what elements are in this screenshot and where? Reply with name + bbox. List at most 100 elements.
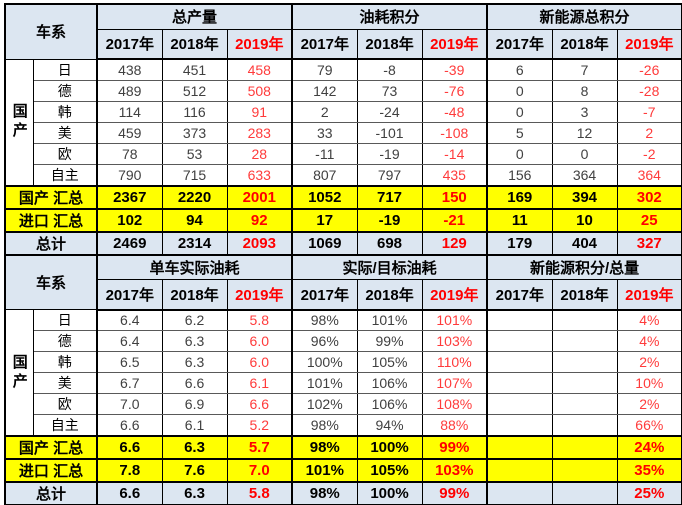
year-header: 2017年 <box>486 28 553 60</box>
data-cell: 78 <box>96 142 163 165</box>
summary-row: 国产 汇总 6.6 6.3 5.7 98% 100% 99% 24% <box>4 435 682 460</box>
summary-label: 国产 汇总 <box>4 184 98 210</box>
table-body: 国产日 6.4 6.2 5.8 98% 101% 101% 4% 德 6.4 6.3 6.0 96% 99… <box>4 309 682 505</box>
summary-cell <box>551 481 618 505</box>
data-cell: 508 <box>226 79 293 102</box>
table-row: 国产日 438 451 458 79 -8 -39 6 7 -26 <box>4 58 682 186</box>
summary-row: 总计 2469 2314 2093 1069 698 129 179 404 327 <box>4 230 682 256</box>
summary-cell: 98% <box>291 481 358 505</box>
data-cell: 4% <box>616 330 682 352</box>
data-cell: 283 <box>226 121 293 144</box>
data-cell: 101% <box>291 372 358 394</box>
table-row: 美 6.7 6.6 6.1 101% 106% 107% 10% <box>5 372 682 394</box>
data-cell <box>551 351 618 373</box>
summary-cell: 129 <box>421 230 488 256</box>
data-cell: 142 <box>291 79 358 102</box>
data-cell: 458 <box>226 58 293 81</box>
data-cell: -24 <box>356 100 423 123</box>
data-cell: 114 <box>96 100 163 123</box>
table-row: 国产日 6.4 6.2 5.8 98% 101% 101% 4% <box>4 309 682 437</box>
data-cell: 73 <box>356 79 423 102</box>
data-cell: 3 <box>551 100 618 123</box>
summary-cell: 5.7 <box>226 435 293 460</box>
fuel-consumption-table: 车系 单车实际油耗 实际/目标油耗 新能源积分/总量 2017年 2018年 2… <box>4 253 682 505</box>
data-cell: 106% <box>356 393 423 415</box>
group-title-fuel-credits: 油耗积分 <box>291 3 488 30</box>
summary-cell: -19 <box>356 207 423 233</box>
data-cell <box>486 393 553 415</box>
summary-cell: 2469 <box>96 230 163 256</box>
data-cell: 797 <box>356 163 423 186</box>
summary-cell: 6.3 <box>161 435 228 460</box>
data-cell: 108% <box>421 393 488 415</box>
summary-cell: 2367 <box>96 184 163 210</box>
group-title-production: 总产量 <box>96 3 293 30</box>
year-header: 2019年 <box>616 28 682 60</box>
year-header: 2018年 <box>551 28 618 60</box>
data-cell: 101% <box>421 309 488 331</box>
summary-cell <box>551 435 618 460</box>
summary-cell: 25% <box>616 481 682 505</box>
summary-cell: 100% <box>356 435 423 460</box>
summary-cell: 169 <box>486 184 553 210</box>
data-cell: 6.4 <box>96 309 163 331</box>
data-cell: 98% <box>291 414 358 437</box>
data-cell: 116 <box>161 100 228 123</box>
table-row: 德 489 512 508 142 73 -76 0 8 -28 <box>5 79 682 102</box>
summary-cell: 2220 <box>161 184 228 210</box>
year-header: 2019年 <box>616 279 682 311</box>
data-cell <box>551 393 618 415</box>
summary-cell: 2093 <box>226 230 293 256</box>
summary-cell: 6.3 <box>161 481 228 505</box>
summary-cell: 11 <box>486 207 553 233</box>
year-header: 2018年 <box>551 279 618 311</box>
year-header: 2017年 <box>96 28 163 60</box>
data-cell: 790 <box>96 163 163 186</box>
data-cell: 6.5 <box>96 351 163 373</box>
year-header: 2018年 <box>161 279 228 311</box>
row-label: 日 <box>32 309 98 331</box>
summary-cell: 179 <box>486 230 553 256</box>
data-cell: -14 <box>421 142 488 165</box>
data-cell: -2 <box>616 142 682 165</box>
summary-label: 总计 <box>4 481 98 505</box>
summary-cell: 2001 <box>226 184 293 210</box>
data-cell: 807 <box>291 163 358 186</box>
data-cell: 6.4 <box>96 330 163 352</box>
data-cell: 53 <box>161 142 228 165</box>
data-cell: 4% <box>616 309 682 331</box>
summary-cell: 717 <box>356 184 423 210</box>
data-cell: 6.9 <box>161 393 228 415</box>
data-cell: 459 <box>96 121 163 144</box>
domestic-side-label: 国产 <box>4 309 34 437</box>
data-cell: 438 <box>96 58 163 81</box>
table-row: 韩 114 116 91 2 -24 -48 0 3 -7 <box>5 100 682 123</box>
group-header-row: 车系 总产量 油耗积分 新能源总积分 <box>4 3 682 60</box>
data-cell: 2 <box>616 121 682 144</box>
group-title-actual-vs-target: 实际/目标油耗 <box>291 254 488 280</box>
summary-cell: 302 <box>616 184 682 210</box>
data-cell: 99% <box>356 330 423 352</box>
data-cell: 6.3 <box>161 351 228 373</box>
data-cell: 2 <box>291 100 358 123</box>
data-cell: -26 <box>616 58 682 81</box>
data-cell: 100% <box>291 351 358 373</box>
data-cell <box>551 372 618 394</box>
data-cell: 94% <box>356 414 423 437</box>
data-cell: 6.1 <box>161 414 228 437</box>
summary-row: 国产 汇总 2367 2220 2001 1052 717 150 169 394 302 <box>4 184 682 210</box>
data-cell: -7 <box>616 100 682 123</box>
summary-cell: 98% <box>291 435 358 460</box>
data-cell: 6 <box>486 58 553 81</box>
data-cell <box>551 330 618 352</box>
group-header-row: 车系 单车实际油耗 实际/目标油耗 新能源积分/总量 <box>4 254 682 310</box>
data-cell: 6.0 <box>226 330 293 352</box>
summary-row: 进口 汇总 7.8 7.6 7.0 101% 105% 103% 35% <box>4 458 682 483</box>
data-cell: 451 <box>161 58 228 81</box>
data-cell: 2% <box>616 351 682 373</box>
data-cell: 6.6 <box>161 372 228 394</box>
data-cell: 10% <box>616 372 682 394</box>
data-cell: 7 <box>551 58 618 81</box>
summary-cell: 35% <box>616 458 682 483</box>
data-cell: 512 <box>161 79 228 102</box>
